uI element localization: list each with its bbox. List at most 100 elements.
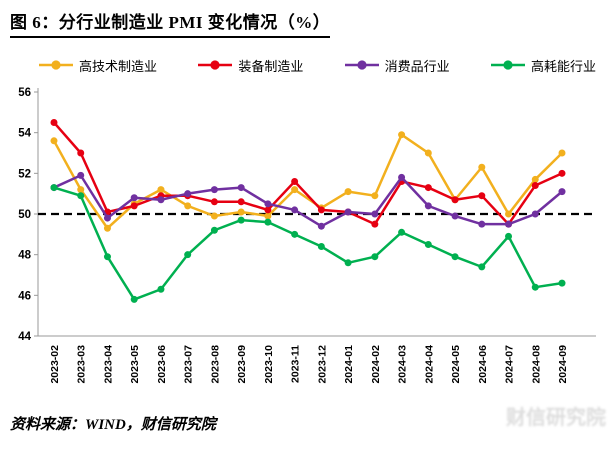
x-tick-label: 2024-07 — [504, 345, 516, 384]
data-point — [291, 177, 299, 185]
data-point — [451, 253, 459, 261]
y-tick-label: 50 — [18, 209, 31, 221]
data-point — [210, 212, 218, 220]
data-point — [77, 192, 85, 200]
source-note: 资料来源：WIND，财信研究院 — [10, 417, 216, 433]
data-point — [424, 149, 432, 157]
data-point — [558, 188, 566, 196]
x-tick-label: 2023-12 — [316, 345, 328, 384]
legend-label: 高技术制造业 — [79, 58, 158, 74]
title-row: 图 6：分行业制造业 PMI 变化情况（%） — [0, 0, 612, 38]
y-tick-label: 54 — [18, 128, 31, 140]
data-point — [157, 186, 165, 194]
legend-label: 消费品行业 — [384, 58, 450, 74]
data-point — [237, 216, 245, 224]
data-point — [317, 243, 325, 251]
x-tick-label: 2023-07 — [183, 345, 195, 384]
data-point — [478, 220, 486, 228]
data-point — [505, 210, 513, 218]
data-point — [237, 198, 245, 206]
x-tick-label: 2023-08 — [209, 345, 221, 384]
data-point — [210, 186, 218, 194]
legend-item: 高技术制造业 — [38, 56, 157, 75]
data-point — [558, 149, 566, 157]
data-point — [184, 251, 192, 259]
data-point — [505, 232, 513, 240]
series-line — [52, 174, 564, 228]
data-point — [130, 202, 138, 210]
x-tick-label: 2023-09 — [236, 345, 248, 384]
data-point — [210, 226, 218, 234]
data-point — [531, 182, 539, 190]
x-tick-label: 2023-11 — [290, 345, 302, 383]
data-point — [398, 228, 406, 236]
chart-title: 图 6：分行业制造业 PMI 变化情况（%） — [10, 8, 331, 38]
data-point — [157, 196, 165, 204]
data-point — [478, 163, 486, 171]
data-point — [291, 186, 299, 194]
legend-label: 高耗能行业 — [530, 58, 596, 74]
data-point — [77, 186, 85, 194]
data-point — [398, 173, 406, 181]
data-point — [424, 202, 432, 210]
data-point — [210, 198, 218, 206]
data-point — [505, 220, 513, 228]
data-point — [558, 279, 566, 287]
data-point — [531, 175, 539, 183]
data-point — [344, 208, 352, 216]
legend-marker-icon — [198, 60, 233, 70]
x-tick-label: 2023-03 — [76, 345, 88, 384]
y-tick-label: 44 — [18, 331, 31, 343]
x-tick-label: 2024-01 — [343, 345, 355, 384]
data-point — [398, 131, 406, 139]
data-point — [184, 202, 192, 210]
data-point — [130, 295, 138, 303]
x-tick-label: 2024-06 — [477, 345, 489, 384]
data-point — [50, 137, 58, 145]
series-line — [52, 133, 564, 230]
data-point — [50, 119, 58, 126]
data-point — [77, 171, 85, 179]
data-point — [371, 220, 379, 228]
data-point — [424, 241, 432, 248]
x-tick-label: 2024-08 — [530, 345, 542, 384]
data-point — [264, 200, 272, 208]
series-line — [52, 186, 564, 301]
data-point — [451, 196, 459, 204]
data-point — [264, 212, 272, 220]
y-tick-label: 56 — [18, 87, 31, 99]
x-tick-label: 2023-02 — [49, 345, 61, 384]
data-point — [103, 224, 111, 232]
legend-label: 装备制造业 — [238, 58, 304, 74]
x-tick-label: 2023-04 — [102, 345, 114, 384]
legend-item: 高耗能行业 — [490, 56, 596, 75]
data-point — [531, 210, 539, 218]
data-point — [237, 208, 245, 216]
x-tick-label: 2024-09 — [557, 345, 569, 384]
x-tick-label: 2023-06 — [156, 345, 168, 384]
data-point — [478, 263, 486, 271]
data-point — [478, 192, 486, 200]
x-tick-label: 2023-05 — [129, 345, 141, 384]
data-point — [371, 192, 379, 200]
legend-marker-icon — [344, 60, 379, 70]
data-point — [451, 212, 459, 220]
series-line — [52, 121, 564, 226]
data-point — [344, 259, 352, 267]
chart-area: 44 46 48 50 52 54 56 2023-02 2023-03 2023-04 2023-… — [0, 78, 612, 405]
y-tick-label: 52 — [18, 168, 31, 180]
x-tick-label: 2023-10 — [263, 345, 275, 384]
x-tick-label: 2024-05 — [450, 345, 462, 384]
data-point — [531, 283, 539, 291]
data-point — [130, 194, 138, 202]
data-point — [424, 184, 432, 192]
legend-item: 消费品行业 — [344, 56, 450, 75]
pmi-chart-svg: 44 46 48 50 52 54 56 2023-02 2023-03 2023-04 2023-… — [18, 87, 596, 384]
legend-marker-icon — [39, 60, 73, 70]
data-point — [77, 149, 85, 157]
y-tick-label: 48 — [18, 250, 31, 262]
data-point — [291, 230, 299, 238]
x-tick-label: 2024-03 — [397, 345, 409, 384]
y-tick-label: 46 — [18, 290, 31, 302]
